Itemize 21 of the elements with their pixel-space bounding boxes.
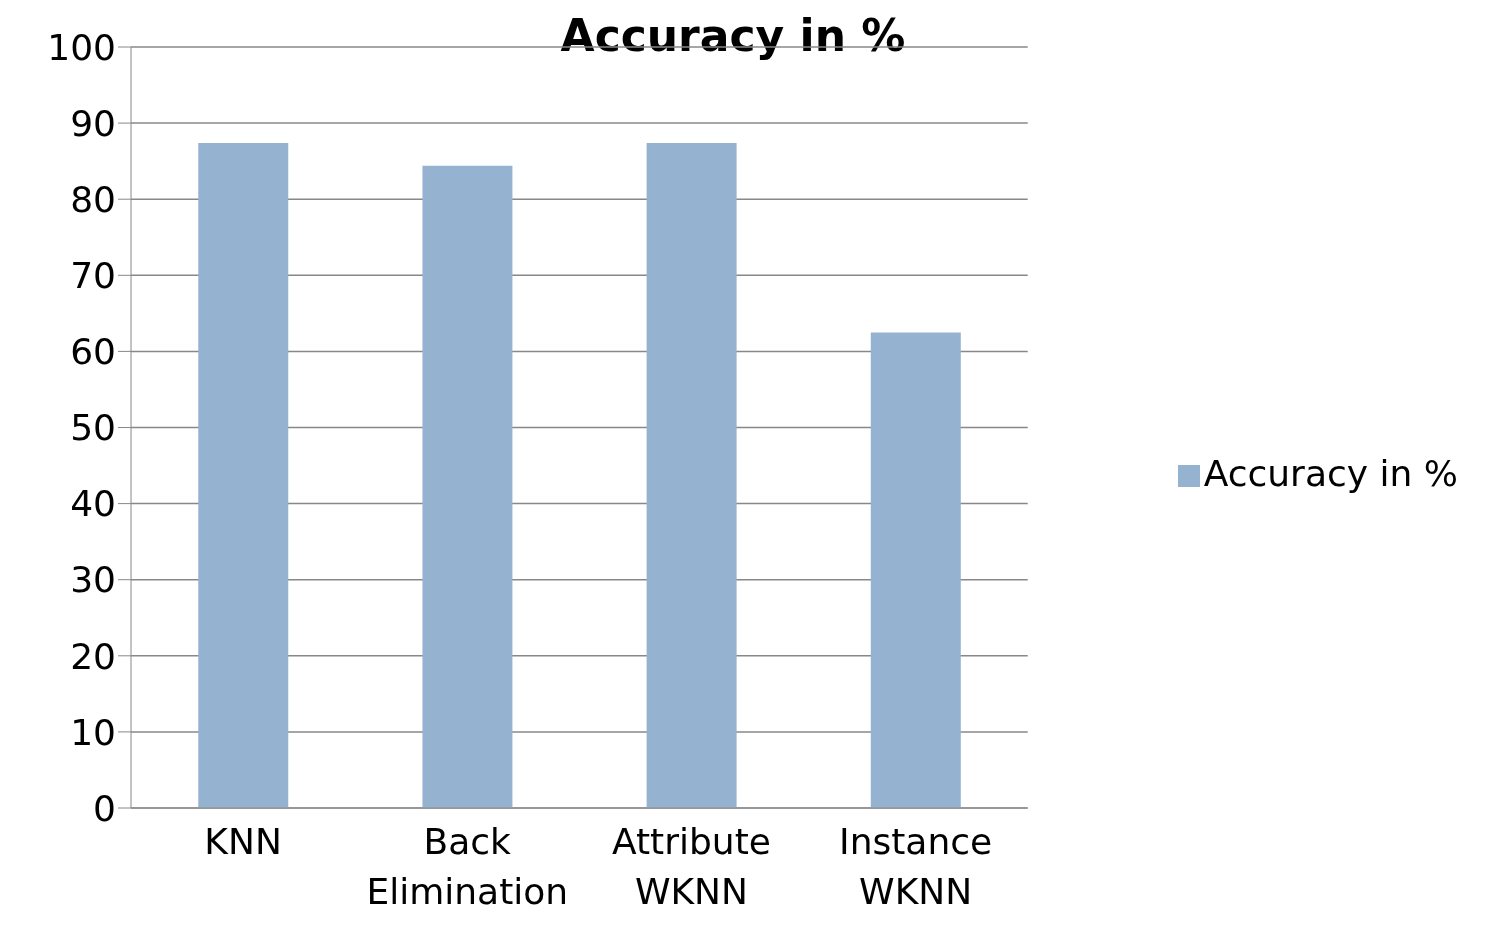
y-tick-label: 40 <box>70 483 116 525</box>
chart-title: Accuracy in % <box>559 9 907 63</box>
legend-label: Accuracy in % <box>1203 452 1458 494</box>
y-tick-label: 10 <box>70 711 116 753</box>
y-tick-label: 50 <box>70 407 116 449</box>
y-tick-label: 20 <box>70 635 116 677</box>
y-tick-label: 90 <box>70 102 116 144</box>
x-tick-label: Back Elimination <box>366 821 569 912</box>
bar <box>870 332 961 808</box>
x-tick-label: KNN <box>204 821 282 862</box>
y-tick-label: 80 <box>70 178 116 220</box>
y-tick-label: 100 <box>47 26 116 68</box>
y-tick-label: 60 <box>70 331 116 373</box>
bar <box>198 142 289 808</box>
x-tick-label: Attribute WKNN <box>611 821 771 912</box>
bar <box>422 165 513 808</box>
y-tick-label: 70 <box>70 255 116 297</box>
bar <box>646 142 737 808</box>
y-tick-label: 30 <box>70 559 116 601</box>
y-tick-label: 0 <box>93 787 116 829</box>
x-tick-label: Instance WKNN <box>839 821 993 912</box>
